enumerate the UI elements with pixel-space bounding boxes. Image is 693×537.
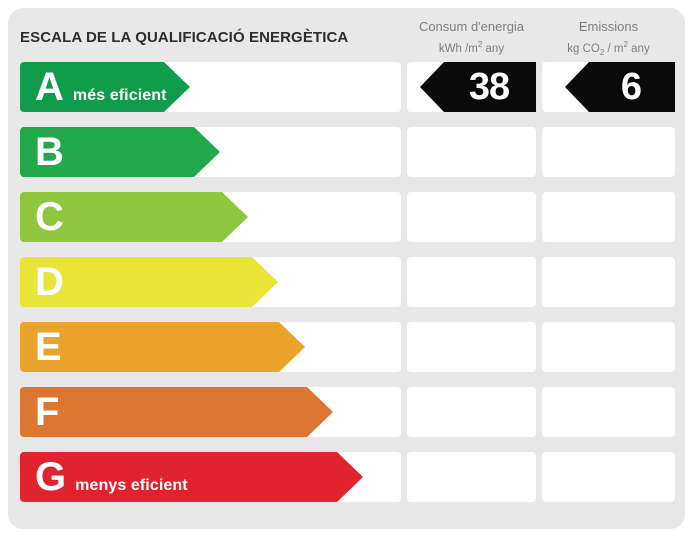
- rating-row-c: C: [8, 192, 685, 242]
- rating-bar-a: A més eficient: [20, 62, 190, 112]
- rating-row-f: F: [8, 387, 685, 437]
- rating-letter: F: [35, 390, 60, 434]
- energy-cell-c: [407, 192, 536, 242]
- energy-column-unit: kWh /m2 any: [438, 40, 505, 55]
- energy-cell-g: [407, 452, 536, 502]
- energy-cell-e: [407, 322, 536, 372]
- energy-value-badge: 38: [420, 62, 536, 112]
- emissions-cell-g: [542, 452, 675, 502]
- rating-letter: A: [35, 65, 64, 109]
- rating-bar-e: E: [20, 322, 305, 372]
- energy-cell-b: [407, 127, 536, 177]
- emissions-cell-d: [542, 257, 675, 307]
- rating-sublabel: menys eficient: [75, 477, 188, 494]
- rating-letter: C: [35, 195, 64, 239]
- rating-row-e: E: [8, 322, 685, 372]
- rating-bar-f: F: [20, 387, 333, 437]
- rating-letter: B: [35, 130, 64, 174]
- page-title: ESCALA DE LA QUALIFICACIÓ ENERGÈTICA: [20, 29, 349, 46]
- rating-row-b: B: [8, 127, 685, 177]
- rating-letter: G: [35, 455, 67, 499]
- rating-sublabel: més eficient: [72, 87, 167, 104]
- rating-bar-b: B: [20, 127, 220, 177]
- rating-bar-c: C: [20, 192, 248, 242]
- emissions-cell-c: [542, 192, 675, 242]
- rating-row-a: A més eficient 38 6: [8, 62, 685, 112]
- energy-cell-a: 38: [407, 62, 536, 112]
- rating-letter: E: [35, 325, 62, 369]
- energy-cell-d: [407, 257, 536, 307]
- emissions-cell-e: [542, 322, 675, 372]
- rating-letter: D: [35, 260, 64, 304]
- emissions-value: 6: [620, 65, 642, 108]
- energy-column-title: Consum d'energia: [418, 19, 525, 34]
- column-header-energy: Consum d'energia kWh /m2 any: [407, 19, 536, 56]
- emissions-column-title: Emissions: [578, 19, 639, 34]
- emissions-column-unit: kg CO2 / m2 any: [567, 40, 650, 58]
- rating-row-d: D: [8, 257, 685, 307]
- energy-scale-panel: ESCALA DE LA QUALIFICACIÓ ENERGÈTICA Con…: [8, 8, 685, 529]
- emissions-cell-a: 6: [542, 62, 675, 112]
- emissions-value-badge: 6: [565, 62, 675, 112]
- energy-value: 38: [468, 65, 510, 108]
- rating-row-g: G menys eficient: [8, 452, 685, 502]
- column-header-emissions: Emissions kg CO2 / m2 any: [542, 19, 675, 60]
- rating-bar-g: G menys eficient: [20, 452, 363, 502]
- energy-cell-f: [407, 387, 536, 437]
- emissions-cell-b: [542, 127, 675, 177]
- rating-bar-d: D: [20, 257, 278, 307]
- emissions-cell-f: [542, 387, 675, 437]
